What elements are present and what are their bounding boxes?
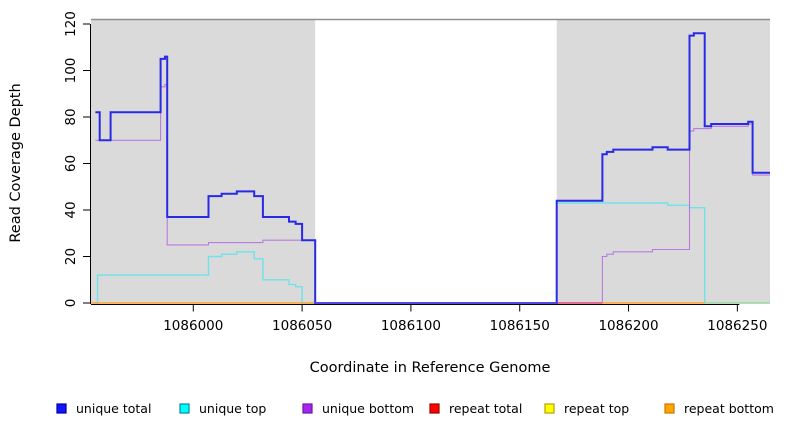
legend-swatch-repeat-bottom [664,403,675,414]
x-tick-label: 1086100 [381,318,441,334]
legend-label-unique-bottom: unique bottom [322,401,414,416]
y-tick-label: 0 [63,299,79,308]
legend-item-repeat-bottom: repeat bottom [664,401,774,416]
series-line-unique-top [95,251,316,304]
legend-swatch-unique-bottom [302,403,313,414]
series-line-unique-total [95,32,770,304]
y-tick-label: 100 [63,58,79,84]
y-tick-label: 80 [63,108,79,125]
y-axis-title: Read Coverage Depth [8,83,24,242]
x-tick-label: 1086050 [272,318,332,334]
legend-label-repeat-bottom: repeat bottom [684,401,774,416]
series-line-unique-top [556,202,706,303]
legend-item-repeat-total: repeat total [429,401,522,416]
legend-swatch-unique-total [56,403,67,414]
y-tick-label: 20 [63,248,79,265]
axes-layer: 1086000 1086050 1086100 1086150 1086200 10862… [63,11,767,334]
y-tick-label: 40 [63,201,79,218]
x-tick-label: 1086000 [163,318,223,334]
legend-label-unique-top: unique top [199,401,266,416]
legend-label-repeat-top: repeat top [564,401,629,416]
x-tick-label: 1086150 [490,318,550,334]
y-tick-label: 120 [63,11,79,37]
series-lines-layer [91,32,770,304]
legend-item-unique-top: unique top [179,401,266,416]
legend-item-unique-bottom: unique bottom [302,401,414,416]
legend-label-repeat-total: repeat total [449,401,522,416]
x-tick-label: 1086200 [598,318,658,334]
legend-item-unique-total: unique total [56,401,151,416]
legend-swatch-repeat-top [544,403,555,414]
x-axis-title: Coordinate in Reference Genome [310,360,551,376]
x-tick-label: 1086250 [707,318,767,334]
right-gray-region [556,20,770,303]
legend-swatch-repeat-total [429,403,440,414]
legend-swatch-unique-top [179,403,190,414]
left-gray-region [91,20,316,303]
legend-label-unique-total: unique total [76,401,151,416]
legend-item-repeat-top: repeat top [544,401,629,416]
legend: unique total unique top unique bottom repea… [56,401,774,416]
y-tick-label: 60 [63,155,79,172]
shaded-regions-layer [91,18,770,303]
